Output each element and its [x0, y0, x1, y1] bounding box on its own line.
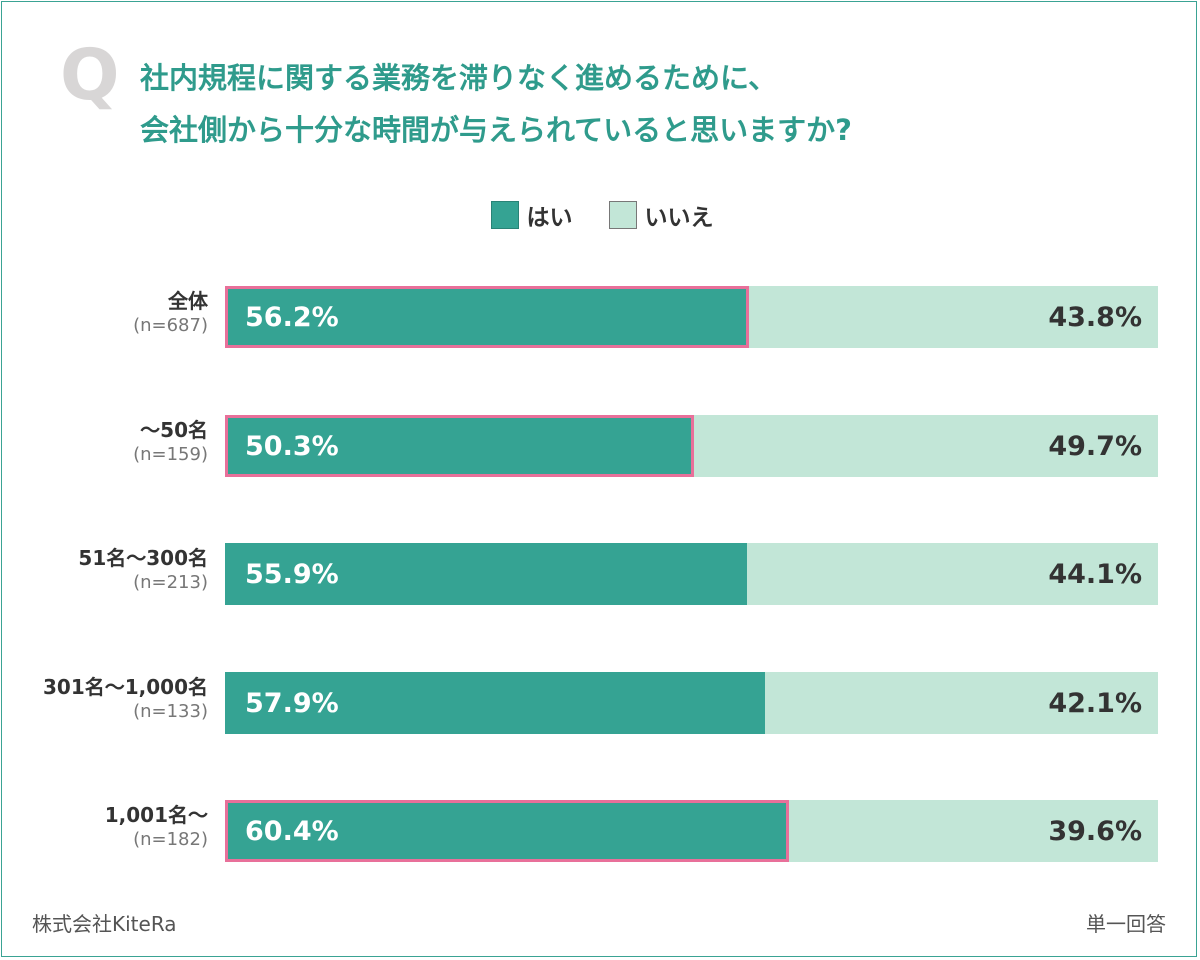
category-name: 〜50名: [140, 418, 208, 442]
value-label-no: 43.8%: [1048, 301, 1142, 333]
category-sample-size: (n=687): [133, 315, 208, 336]
category-label: 〜50名 (n=159): [133, 417, 208, 467]
answer-type-note: 単一回答: [1086, 912, 1166, 936]
question-mark: Q: [60, 34, 120, 116]
bar-segment-no: [789, 800, 1158, 862]
category-label: 301名〜1,000名 (n=133): [43, 674, 208, 724]
stacked-bar: 50.3% 49.7%: [225, 415, 1158, 477]
value-label-yes: 60.4%: [245, 815, 339, 847]
legend-label-yes: はい: [526, 205, 573, 231]
category-sample-size: (n=159): [133, 444, 208, 465]
bar-segment-yes: [225, 800, 789, 862]
stacked-bar: 60.4% 39.6%: [225, 800, 1158, 862]
stacked-bar: 55.9% 44.1%: [225, 543, 1158, 605]
category-sample-size: (n=133): [133, 701, 208, 722]
legend-swatch-no: [608, 201, 637, 229]
bar-segment-no: [747, 543, 1158, 605]
category-name: 51名〜300名: [78, 546, 208, 570]
value-label-no: 44.1%: [1048, 558, 1142, 590]
legend-swatch-yes: [490, 201, 519, 229]
category-label: 全体 (n=687): [133, 288, 208, 338]
bar-segment-yes: [225, 286, 749, 348]
value-label-yes: 55.9%: [245, 558, 339, 590]
legend-item-yes: はい: [490, 198, 573, 232]
category-name: 1,001名〜: [104, 803, 208, 827]
bar-segment-yes: [225, 415, 694, 477]
value-label-no: 39.6%: [1048, 815, 1142, 847]
value-label-yes: 56.2%: [245, 301, 339, 333]
chart-title: 社内規程に関する業務を滞りなく進めるために、 会社側から十分な時間が与えられてい…: [140, 52, 852, 156]
value-label-no: 49.7%: [1048, 430, 1142, 462]
category-sample-size: (n=182): [133, 829, 208, 850]
category-label: 51名〜300名 (n=213): [78, 545, 208, 595]
value-label-yes: 57.9%: [245, 687, 339, 719]
legend: はい いいえ: [2, 198, 1200, 232]
bar-segment-no: [749, 286, 1158, 348]
legend-label-no: いいえ: [644, 205, 714, 231]
bar-segment-yes: [225, 543, 747, 605]
chart-title-line1: 社内規程に関する業務を滞りなく進めるために、: [140, 61, 778, 95]
bar-segment-no: [694, 415, 1158, 477]
chart-title-line2: 会社側から十分な時間が与えられていると思いますか?: [140, 113, 852, 147]
category-label: 1,001名〜 (n=182): [105, 802, 208, 852]
value-label-no: 42.1%: [1048, 687, 1142, 719]
stacked-bar: 56.2% 43.8%: [225, 286, 1158, 348]
stacked-bar: 57.9% 42.1%: [225, 672, 1158, 734]
bar-segment-yes: [225, 672, 765, 734]
legend-item-no: いいえ: [608, 198, 714, 232]
category-sample-size: (n=213): [133, 572, 208, 593]
category-name: 全体: [168, 289, 208, 313]
value-label-yes: 50.3%: [245, 430, 339, 462]
category-name: 301名〜1,000名: [42, 675, 208, 699]
bar-segment-no: [765, 672, 1158, 734]
source-credit: 株式会社KiteRa: [32, 912, 177, 936]
